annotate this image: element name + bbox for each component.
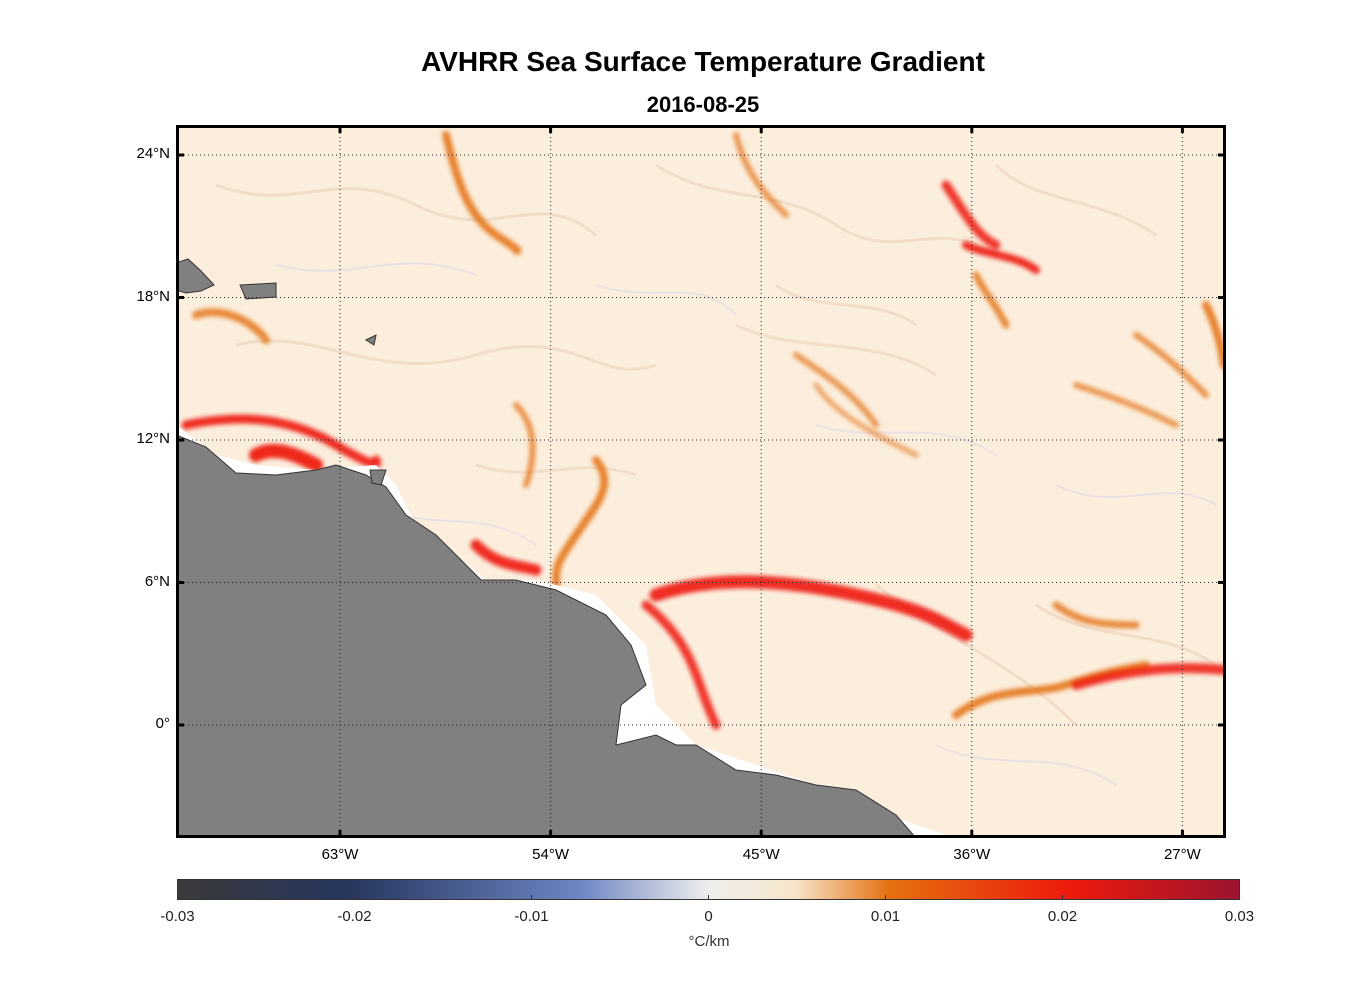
lat-tick-label: 0° [155,715,170,732]
colorbar-tick-label: 0.01 [870,908,901,925]
lon-tick-label: 45°W [742,846,780,863]
colorbar-tick-label: -0.01 [514,908,549,925]
lat-tick-label: 18°N [136,287,170,305]
temperature-fronts [181,131,1226,730]
colorbar-tick-label: -0.03 [160,908,195,925]
map-title: AVHRR Sea Surface Temperature Gradient [421,46,985,77]
south-america-land [176,434,917,838]
lat-tick-label: 6°N [144,572,170,590]
lon-tick-label: 63°W [321,846,359,863]
colorbar-tick-label: 0.03 [1224,908,1255,925]
colorbar-tick-label: -0.02 [337,908,372,925]
island [364,334,377,346]
colorbar-tick-label: 0.02 [1047,908,1078,925]
island [369,469,387,486]
colorbar [177,879,1240,900]
lat-tick-label: 24°N [136,145,170,162]
lon-tick-label: 54°W [532,846,570,863]
gradient-texture [215,163,1217,727]
island [239,282,277,300]
map-panel [176,125,1226,838]
lon-tick-label: 27°W [1163,846,1201,863]
colorbar-tick-label: 0 [704,908,713,925]
lat-tick-label: 12°N [136,430,170,447]
colorbar-unit: °C/km [688,933,730,950]
map-border [176,125,1226,838]
lon-tick-label: 36°W [953,846,991,863]
map-grid [176,125,1226,838]
map-subtitle: 2016-08-25 [646,92,760,117]
